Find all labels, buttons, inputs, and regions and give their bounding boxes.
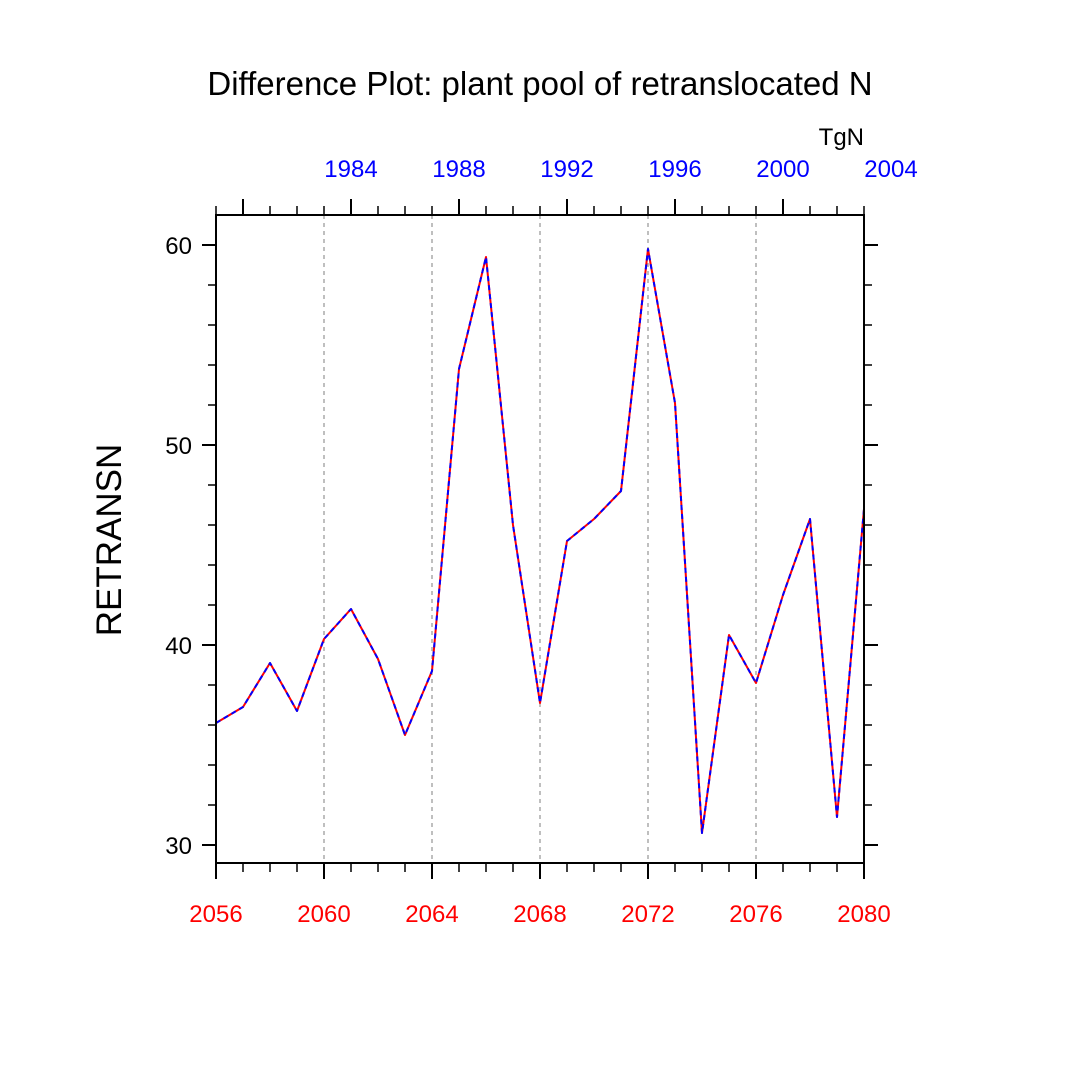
y-tick-label: 30	[165, 833, 192, 860]
axes: 30 40 50 60 2056 2060 2064 2068 2072 2076 2080 1984…	[165, 156, 917, 928]
y-tick-label: 60	[165, 233, 192, 260]
x-top-tick-label: 2000	[756, 156, 809, 183]
x-bottom-tick-label: 2072	[621, 901, 674, 928]
x-top-tick-label: 1984	[324, 156, 377, 183]
x-bottom-tick-label: 2080	[837, 901, 890, 928]
y-tick-label: 40	[165, 633, 192, 660]
y-axis-label: RETRANSN	[90, 444, 129, 637]
grid-lines	[323, 215, 757, 863]
series-line-0	[215, 248, 865, 834]
x-bottom-tick-label: 2064	[405, 901, 458, 928]
x-top-tick-label: 1992	[540, 156, 593, 183]
series-layer	[215, 248, 865, 834]
y-tick-label: 50	[165, 433, 192, 460]
units-label: TgN	[819, 124, 864, 151]
x-bottom-tick-label: 2056	[189, 901, 242, 928]
x-bottom-tick-label: 2060	[297, 901, 350, 928]
x-top-tick-label: 1996	[648, 156, 701, 183]
x-top-tick-label: 1988	[432, 156, 485, 183]
x-bottom-tick-label: 2076	[729, 901, 782, 928]
x-bottom-tick-label: 2068	[513, 901, 566, 928]
chart-title: Difference Plot: plant pool of retranslo…	[207, 65, 872, 102]
x-top-tick-label: 2004	[864, 156, 917, 183]
